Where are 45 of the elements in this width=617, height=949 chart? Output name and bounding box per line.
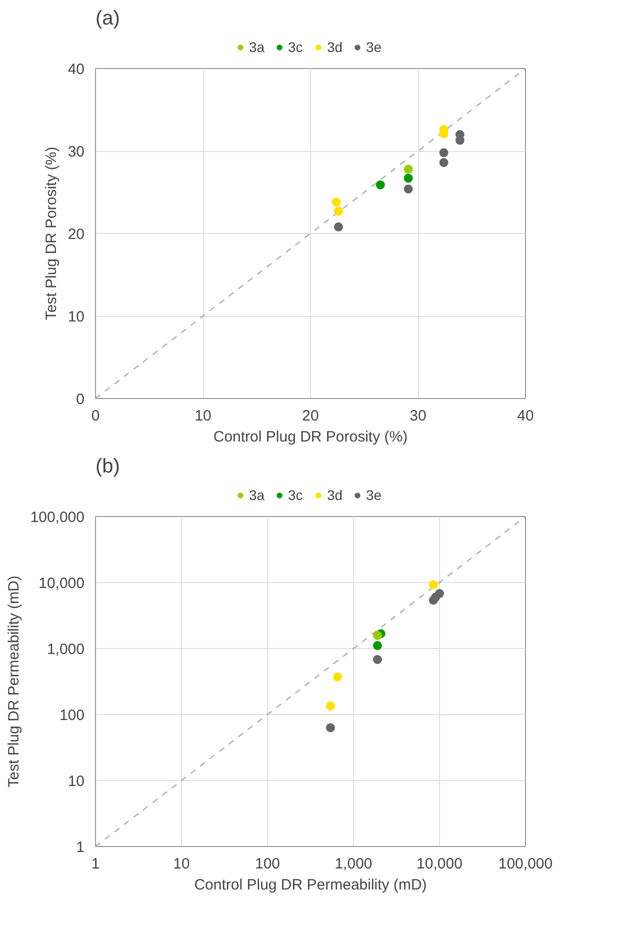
y-tick-label: 30: [68, 144, 85, 160]
x-tick-label: 100,000: [498, 856, 553, 872]
y-tick-label: 40: [68, 61, 85, 78]
x-tick-label: 10: [173, 856, 190, 872]
y-tick-label: 1: [76, 839, 84, 856]
y-tick-label: 0: [76, 391, 84, 408]
y-tick-label: 100: [59, 707, 85, 724]
chart-title: (a): [96, 8, 120, 30]
point: [404, 174, 413, 183]
legend-label: 3c: [288, 39, 304, 55]
chart-title: (b): [96, 456, 120, 478]
legend-label: 3a: [249, 39, 266, 55]
x-tick-label: 20: [302, 408, 319, 424]
y-tick-label: 10: [68, 308, 85, 326]
legend-label: 3d: [327, 39, 344, 55]
legend-label: 3c: [288, 487, 304, 503]
legend-label: 3e: [366, 487, 383, 503]
y-tick-label: 10,000: [38, 575, 85, 592]
x-tick-label: 1: [91, 856, 100, 872]
y-tick-label: 100,000: [30, 509, 85, 526]
x-tick-label: 30: [410, 408, 426, 424]
x-tick-label: 10: [194, 408, 212, 424]
point: [404, 184, 413, 194]
x-tick-label: 40: [517, 408, 534, 424]
legend-label: 3e: [366, 39, 383, 55]
point: [332, 198, 341, 207]
y-axis-title: Test Plug DR Permeability (mD): [5, 576, 22, 788]
point: [439, 158, 448, 168]
x-tick-label: 0: [91, 408, 100, 424]
legend-label: 3d: [327, 487, 344, 503]
x-tick-label: 1,000: [334, 856, 372, 872]
point: [334, 206, 343, 216]
x-axis-title: Control Plug DR Permeability (mD): [194, 876, 427, 894]
y-axis-title: Test Plug DR Porosity (%): [42, 146, 60, 320]
legend-label: 3a: [249, 487, 266, 503]
point: [439, 148, 448, 158]
y-tick-label: 1,000: [46, 641, 85, 658]
x-tick-label: 100: [254, 856, 280, 872]
x-tick-label: 10,000: [416, 856, 462, 872]
point: [376, 180, 385, 190]
point: [404, 164, 413, 174]
point: [334, 222, 343, 232]
y-tick-label: 20: [68, 226, 85, 243]
y-tick-label: 10: [68, 773, 85, 790]
x-axis-title: Control Plug DR Porosity (%): [213, 428, 408, 446]
